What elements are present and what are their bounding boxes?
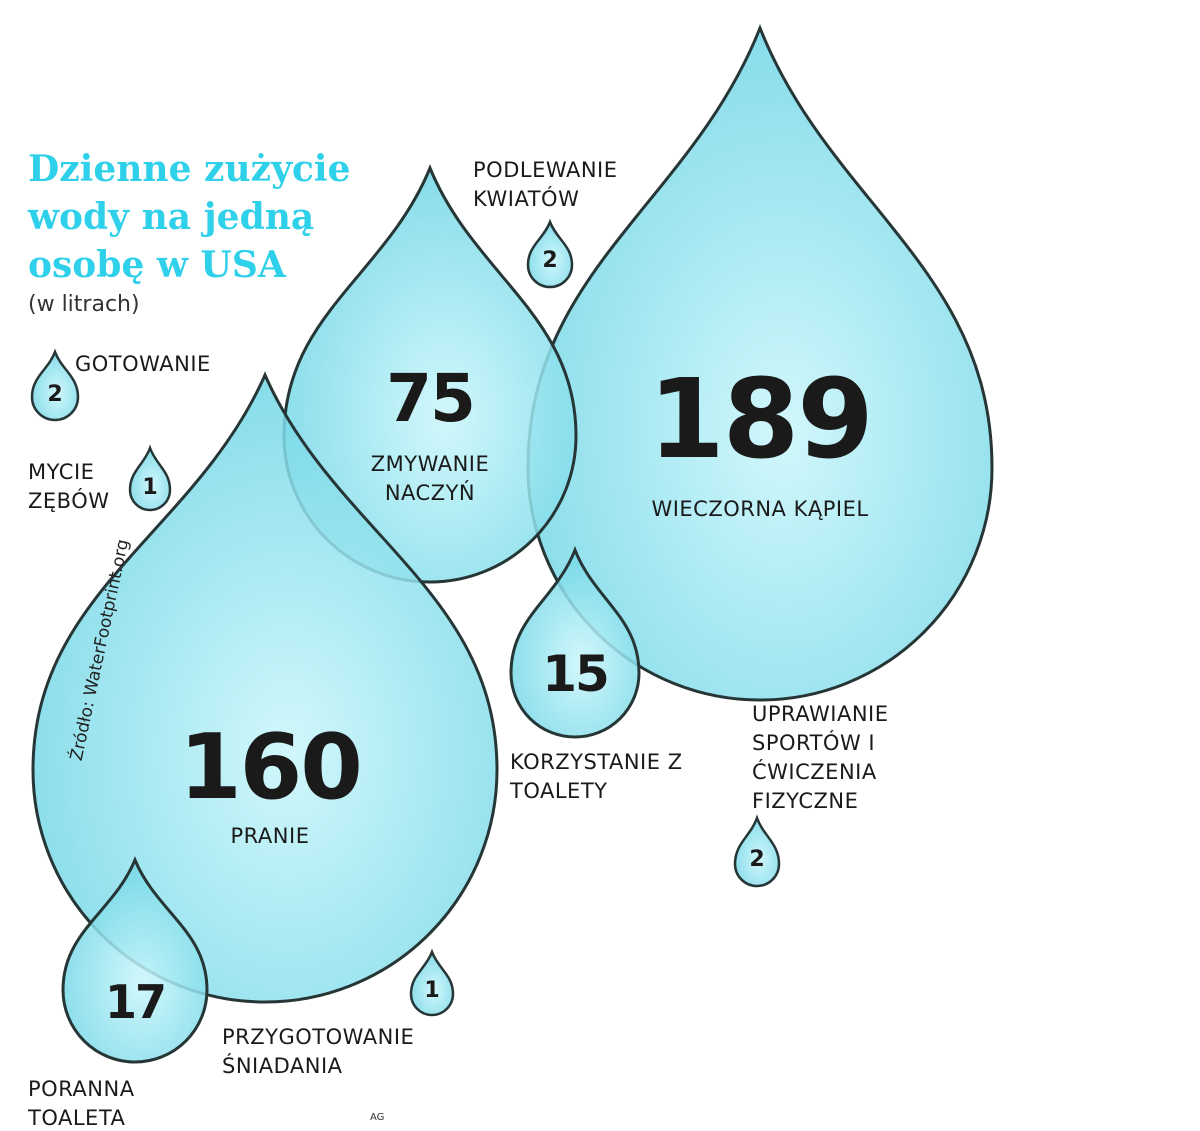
value: 75: [386, 360, 476, 437]
drop: [30, 348, 80, 422]
value: 160: [179, 715, 363, 820]
label: PODLEWANIE KWIATÓW: [473, 158, 618, 211]
label: PORANNA TOALETA: [28, 1077, 135, 1130]
value: 1: [424, 978, 440, 1003]
value: 189: [648, 355, 874, 483]
label: WIECZORNA KĄPIEL: [651, 497, 869, 521]
value: 15: [542, 645, 610, 703]
drop: [509, 545, 641, 739]
value: 1: [142, 475, 158, 500]
label: MYCIE ZĘBÓW: [28, 460, 110, 513]
credit: AG: [370, 1112, 385, 1123]
drop: [526, 23, 994, 702]
title: Dzienne zużycie wody na jedną osobę w US…: [28, 148, 351, 286]
drop: [526, 218, 574, 289]
drop: [31, 371, 499, 1004]
drop: [282, 164, 578, 584]
label: KORZYSTANIE Z TOALETY: [510, 750, 683, 803]
drop: [409, 948, 455, 1017]
label: ZMYWANIE NACZYŃ: [370, 452, 490, 505]
value: 2: [749, 847, 765, 872]
drop: [128, 444, 172, 512]
drop: [733, 814, 781, 888]
subtitle: (w litrach): [28, 292, 140, 317]
label: GOTOWANIE: [75, 352, 211, 376]
label: PRANIE: [230, 824, 310, 848]
value: 2: [47, 382, 63, 407]
value: 2: [542, 248, 558, 273]
drop: [61, 856, 209, 1064]
label: UPRAWIANIE SPORTÓW I ĆWICZENIA FIZYCZNE: [752, 702, 889, 813]
label: PRZYGOTOWANIE ŚNIADANIA: [222, 1025, 415, 1078]
value: 17: [104, 975, 167, 1029]
